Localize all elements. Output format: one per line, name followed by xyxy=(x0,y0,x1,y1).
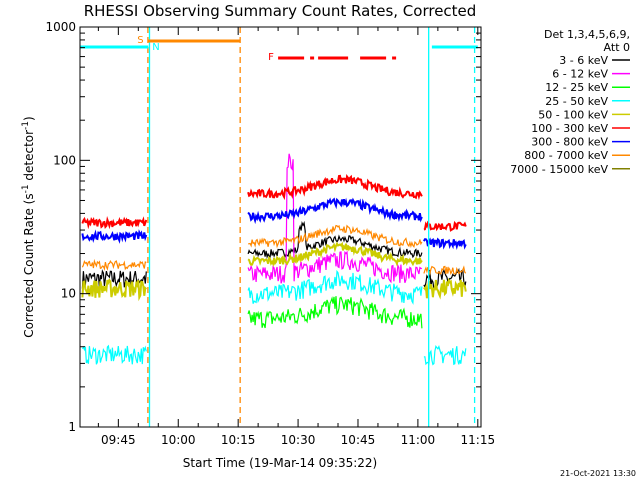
x-tick-label: 11:00 xyxy=(401,433,436,447)
series-line-during xyxy=(247,269,423,305)
x-tick-label: 10:00 xyxy=(161,433,196,447)
series-12-25kev xyxy=(247,296,423,329)
series-800-7000kev xyxy=(81,224,467,276)
y-label-part: detector xyxy=(22,130,36,185)
series-50-100kev xyxy=(81,241,467,302)
legend-entry-label: 100 - 300 keV xyxy=(531,122,608,135)
series-line-before xyxy=(81,229,148,244)
x-tick-label: 10:15 xyxy=(221,433,256,447)
series-line-during xyxy=(247,296,423,329)
legend-entry-label: 7000 - 15000 keV xyxy=(510,163,608,176)
legend-entry-label: 12 - 25 keV xyxy=(545,81,608,94)
series-line-during xyxy=(247,153,422,284)
axis-ticks: 09:45 10:00 10:15 10:30 10:45 11:00 11:15 1 10 10… xyxy=(45,20,495,447)
series-line-after xyxy=(423,277,467,300)
y-label-part: Corrected Count Rate (s xyxy=(22,193,36,337)
legend-header: Det 1,3,4,5,6,9, xyxy=(544,28,630,41)
series-line-before xyxy=(81,278,148,302)
legend-entry-label: 6 - 12 keV xyxy=(552,68,608,81)
y-axis-label: Corrected Count Rate (s-1 detector-1) xyxy=(21,116,36,337)
series-line-before xyxy=(81,216,148,230)
series-300-800kev xyxy=(81,197,467,251)
y-tick-label: 1000 xyxy=(45,20,76,34)
legend-entry-label: 50 - 100 keV xyxy=(538,108,608,121)
series-line-after xyxy=(423,237,467,251)
legend-header-att: Att 0 xyxy=(604,41,630,54)
series-line-during xyxy=(247,241,423,267)
series-line-before xyxy=(81,344,147,365)
series-line-after xyxy=(423,220,467,232)
y-label-sup: -1 xyxy=(21,184,31,193)
x-axis-label: Start Time (19-Mar-14 09:35:22) xyxy=(183,456,377,470)
series-line-during xyxy=(247,220,423,260)
y-label-sup: -1 xyxy=(21,121,31,130)
x-tick-label: 09:45 xyxy=(101,433,136,447)
series-line-before xyxy=(81,258,147,272)
legend-entry-label: 3 - 6 keV xyxy=(559,54,608,67)
series-line-after xyxy=(423,265,467,276)
y-tick-label: 10 xyxy=(61,287,76,301)
x-tick-label: 10:30 xyxy=(281,433,316,447)
series-line-during xyxy=(247,197,423,225)
legend-entry-label: 300 - 800 keV xyxy=(531,136,608,149)
x-tick-label: 10:45 xyxy=(341,433,376,447)
flag-label-s: S xyxy=(137,35,143,46)
legend-entry-label: 25 - 50 keV xyxy=(545,95,608,108)
plot-frame xyxy=(79,26,482,428)
series-6-12kev xyxy=(247,153,422,284)
flag-label-n: N xyxy=(152,42,159,53)
y-tick-label: 1 xyxy=(68,420,76,434)
x-tick-label: 11:15 xyxy=(461,433,496,447)
y-label-part: ) xyxy=(22,116,36,121)
series-line-during xyxy=(248,224,423,249)
plot-area: SN F xyxy=(80,27,478,427)
series-line-after xyxy=(423,345,467,366)
chart-title: RHESSI Observing Summary Count Rates, Co… xyxy=(84,2,477,20)
timestamp: 21-Oct-2021 13:30 xyxy=(560,469,636,478)
legend-entry-label: 800 - 7000 keV xyxy=(524,149,608,162)
flag-label-f: F xyxy=(268,52,274,63)
series-line-before xyxy=(81,269,147,289)
series-line-during xyxy=(247,174,423,201)
series-100-300kev xyxy=(81,174,467,232)
y-tick-label: 100 xyxy=(53,153,76,167)
series-25-50kev xyxy=(81,269,467,366)
